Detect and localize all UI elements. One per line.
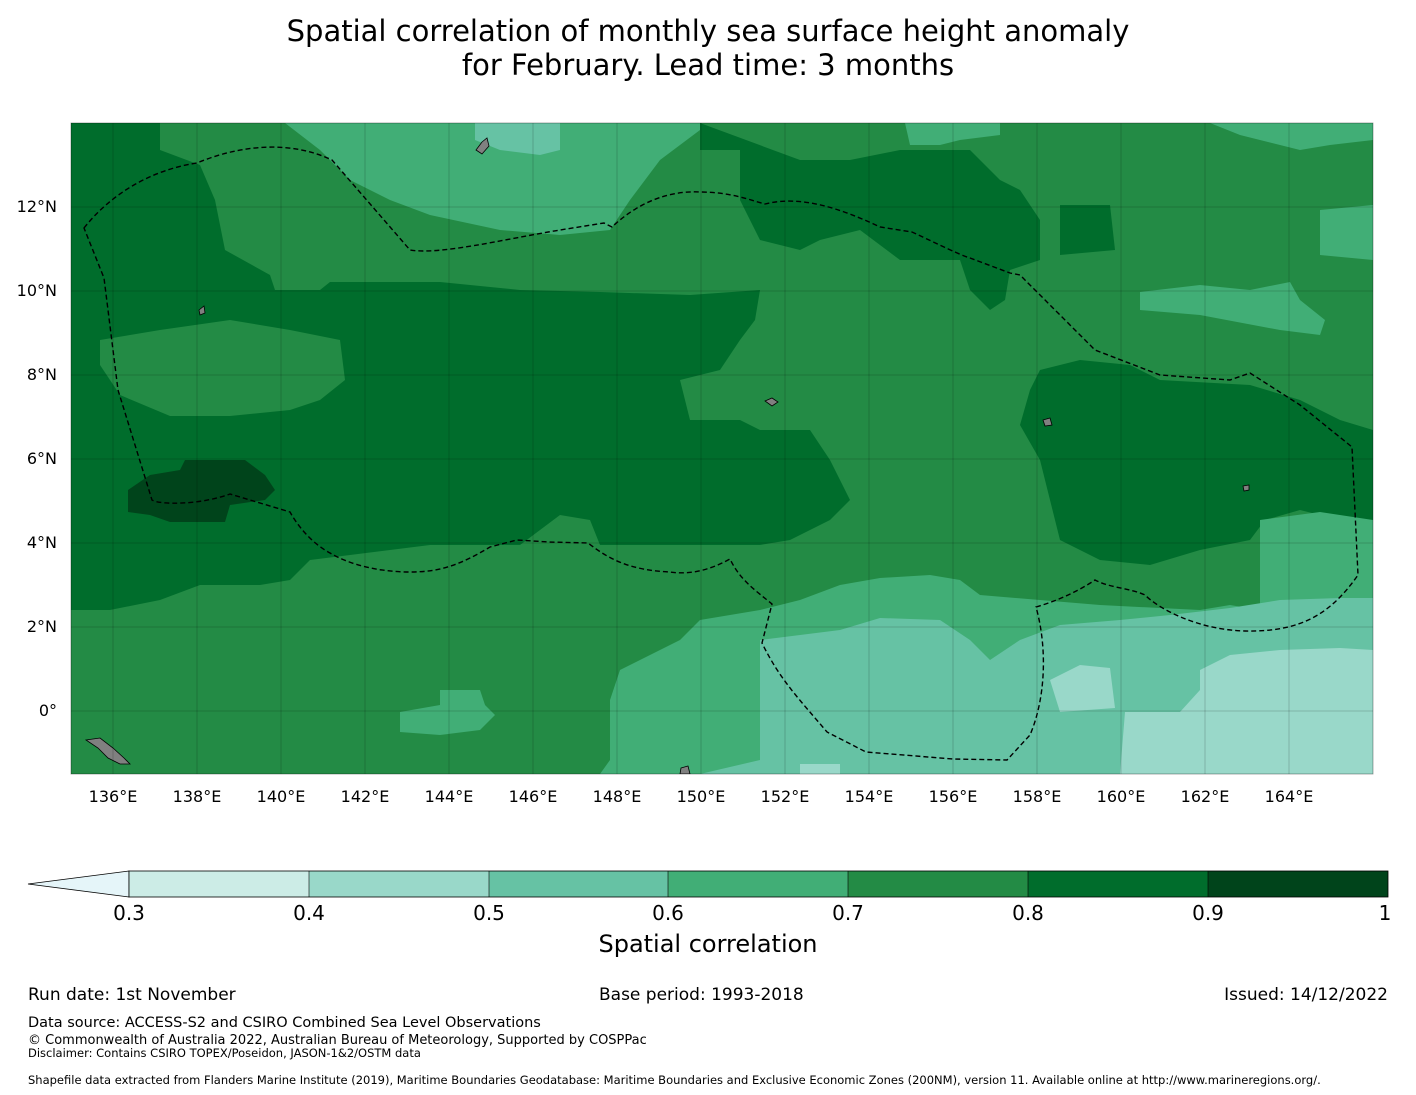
colorbar: 0.3 0.4 0.5 0.6 0.7 0.8 0.9 1 bbox=[27, 870, 1391, 925]
eez-boundary bbox=[83, 146, 1359, 761]
lon-label: 154°E bbox=[845, 787, 894, 806]
lat-label: 10°N bbox=[17, 281, 57, 300]
colorbar-ticks: 0.3 0.4 0.5 0.6 0.7 0.8 0.9 1 bbox=[113, 901, 1391, 925]
colorbar-tick-label: 0.8 bbox=[1012, 901, 1044, 925]
lon-label: 164°E bbox=[1265, 787, 1314, 806]
lon-label: 160°E bbox=[1097, 787, 1146, 806]
lon-label: 140°E bbox=[257, 787, 306, 806]
lon-labels: 136°E 138°E 140°E 142°E 144°E 146°E 148°… bbox=[89, 787, 1314, 806]
colorbar-frame bbox=[128, 870, 1389, 898]
base-period: Base period: 1993-2018 bbox=[599, 985, 804, 1005]
lat-label: 0° bbox=[39, 701, 57, 720]
lat-label: 4°N bbox=[27, 533, 57, 552]
colorbar-bin-0.4-0.5 bbox=[309, 871, 489, 897]
colorbar-tick-label: 0.7 bbox=[832, 901, 864, 925]
colorbar-tick-label: 0.5 bbox=[473, 901, 505, 925]
island-pohnpei bbox=[1042, 417, 1053, 427]
colorbar-bin-0.9-1 bbox=[1208, 871, 1388, 897]
land bbox=[84, 137, 1250, 774]
colorbar-tick-label: 1 bbox=[1379, 901, 1392, 925]
title-line-2: for February. Lead time: 3 months bbox=[461, 48, 955, 82]
colorbar-bin-0.3-0.4 bbox=[129, 871, 309, 897]
gridlines bbox=[71, 123, 1373, 774]
colorbar-tick-label: 0.6 bbox=[652, 901, 684, 925]
lon-label: 156°E bbox=[929, 787, 978, 806]
title-line-1: Spatial correlation of monthly sea surfa… bbox=[286, 14, 1130, 48]
lon-label: 148°E bbox=[593, 787, 642, 806]
field-0.4-0.5 bbox=[800, 648, 1373, 774]
colorbar-extend-arrow bbox=[27, 870, 130, 898]
colorbar-tick-label: 0.3 bbox=[113, 901, 145, 925]
map-title: Spatial correlation of monthly sea surfa… bbox=[0, 14, 1416, 82]
field-0.7-0.8-patch bbox=[100, 320, 345, 416]
colorbar-tick-label: 0.4 bbox=[293, 901, 325, 925]
island-chuuk bbox=[764, 397, 779, 407]
colorbar-bin-0.6-0.7 bbox=[668, 871, 848, 897]
island-palau bbox=[198, 305, 206, 316]
disclaimer: Disclaimer: Contains CSIRO TOPEX/Poseido… bbox=[28, 1046, 421, 1060]
lon-label: 162°E bbox=[1181, 787, 1230, 806]
lon-label: 150°E bbox=[677, 787, 726, 806]
colorbar-title: Spatial correlation bbox=[598, 930, 818, 958]
data-source: Data source: ACCESS-S2 and CSIRO Combine… bbox=[28, 1015, 541, 1031]
lat-labels: 12°N 10°N 8°N 6°N 4°N 2°N 0° bbox=[17, 197, 57, 720]
colorbar-bin-0.7-0.8 bbox=[848, 871, 1028, 897]
colorbar-tick-label: 0.9 bbox=[1192, 901, 1224, 925]
island-kosrae bbox=[1242, 484, 1250, 492]
lat-label: 8°N bbox=[27, 365, 57, 384]
map-frame bbox=[70, 122, 1374, 775]
lon-label: 142°E bbox=[341, 787, 390, 806]
colorbar-bin-0.5-0.6 bbox=[489, 871, 668, 897]
issued-date: Issued: 14/12/2022 bbox=[1224, 985, 1388, 1005]
colorbar-bin-0.8-0.9 bbox=[1028, 871, 1208, 897]
lon-label: 152°E bbox=[761, 787, 810, 806]
shapefile-credit: Shapefile data extracted from Flanders M… bbox=[28, 1073, 1321, 1087]
lat-label: 6°N bbox=[27, 449, 57, 468]
lon-label: 138°E bbox=[173, 787, 222, 806]
field-0.9-1 bbox=[128, 460, 275, 522]
lat-label: 12°N bbox=[17, 197, 57, 216]
lon-label: 136°E bbox=[89, 787, 138, 806]
island-manus bbox=[679, 765, 691, 774]
run-date: Run date: 1st November bbox=[28, 985, 236, 1005]
lon-label: 158°E bbox=[1013, 787, 1062, 806]
island-guam bbox=[475, 137, 490, 155]
copyright: © Commonwealth of Australia 2022, Austra… bbox=[28, 1033, 647, 1048]
lat-label: 2°N bbox=[27, 617, 57, 636]
island-new-guinea bbox=[84, 737, 131, 765]
map-panel bbox=[71, 123, 1373, 774]
lon-label: 144°E bbox=[425, 787, 474, 806]
lon-label: 146°E bbox=[509, 787, 558, 806]
